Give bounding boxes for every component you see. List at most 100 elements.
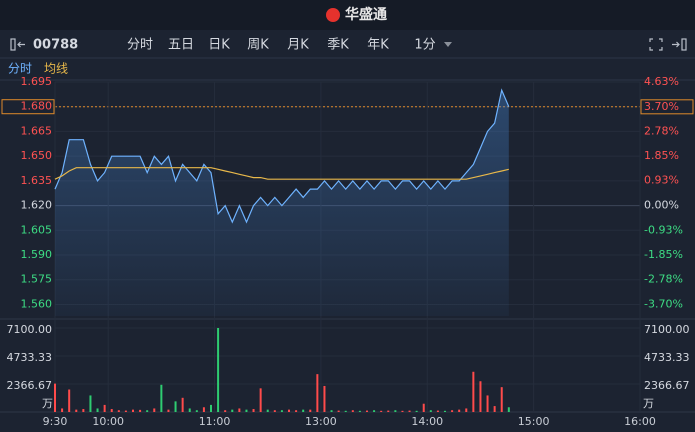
volume-bar xyxy=(75,409,78,412)
expand-icon[interactable] xyxy=(672,38,687,51)
volume-bar xyxy=(217,328,220,412)
tab[interactable]: 月K xyxy=(287,38,309,53)
x-tick-label: 10:00 xyxy=(92,415,124,428)
collapse-icon[interactable] xyxy=(10,38,25,51)
volume-bar xyxy=(302,409,305,412)
volume-bar xyxy=(387,410,390,412)
volume-bar xyxy=(245,409,248,412)
volume-bar xyxy=(344,410,347,412)
volume-bar xyxy=(252,409,255,412)
volume-bar xyxy=(61,408,64,412)
y2-tick-label: 2.78% xyxy=(644,124,679,137)
volume-bar xyxy=(472,371,475,412)
fullscreen-icon[interactable] xyxy=(649,38,663,51)
volume-bar xyxy=(82,409,85,412)
volume-tick-label: 4733.33 xyxy=(7,351,53,364)
volume-bar xyxy=(181,397,184,412)
volume-tick-label: 2366.67 xyxy=(644,379,690,392)
volume-bar xyxy=(210,404,212,412)
volume-bar xyxy=(124,410,127,412)
symbol: 00788 xyxy=(33,38,78,53)
volume-bar xyxy=(429,410,432,412)
volume-bar xyxy=(195,410,198,412)
volume-bar xyxy=(160,384,163,412)
volume-bar xyxy=(146,410,149,412)
y2-tick-label: 1.85% xyxy=(644,149,679,162)
price-highlight xyxy=(640,99,694,115)
volume-bar xyxy=(259,388,262,412)
volume-bar xyxy=(500,387,503,412)
volume-tick-label: 4733.33 xyxy=(644,351,690,364)
y2-tick-label: -3.70% xyxy=(644,297,683,310)
volume-bar xyxy=(373,410,376,412)
volume-bar xyxy=(132,409,134,412)
tab[interactable]: 日K xyxy=(208,38,230,53)
volume-bar xyxy=(316,374,319,412)
y2-tick-label: -1.85% xyxy=(644,248,683,261)
legend-entry[interactable]: 均线 xyxy=(44,62,68,76)
tab[interactable]: 周K xyxy=(247,38,269,53)
volume-bar xyxy=(153,408,156,412)
volume-bar xyxy=(174,401,177,412)
legend-entry[interactable]: 分时 xyxy=(8,62,32,76)
volume-bar xyxy=(458,409,461,412)
header-bar xyxy=(0,0,695,30)
y2-tick-label: -2.78% xyxy=(644,273,683,286)
volume-bar xyxy=(422,403,425,412)
y-tick-label: 1.590 xyxy=(21,248,53,261)
volume-bar xyxy=(280,410,283,412)
volume-bar xyxy=(68,389,71,412)
tab[interactable]: 分时 xyxy=(127,38,153,53)
volume-bar xyxy=(415,410,418,412)
volume-bar xyxy=(436,410,439,412)
volume-bar xyxy=(266,409,269,412)
tabs: 分时 五日 日K 周K 月K 季K 年K 1分 xyxy=(127,38,436,53)
volume-bar xyxy=(96,408,99,412)
volume-bar xyxy=(351,410,354,412)
tab[interactable]: 五日 xyxy=(168,38,194,53)
y-tick-label: 1.560 xyxy=(21,297,53,310)
x-tick-label: 14:00 xyxy=(411,415,443,428)
tab[interactable]: 年K xyxy=(367,38,389,53)
volume-bar xyxy=(401,410,404,412)
y-tick-label: 1.665 xyxy=(21,124,53,137)
volume-bar xyxy=(330,410,333,412)
volume-bar xyxy=(288,409,290,412)
x-tick-label: 13:00 xyxy=(305,415,337,428)
tab[interactable]: 季K xyxy=(327,38,349,53)
y2-tick-label: 0.00% xyxy=(644,199,679,212)
volume-bar xyxy=(358,410,361,412)
volume-tick-label: 7100.00 xyxy=(7,323,53,336)
y-tick-label: 1.635 xyxy=(21,174,53,187)
dropdown-arrow[interactable] xyxy=(444,42,452,47)
volume-bar xyxy=(103,404,106,412)
x-tick-label: 11:00 xyxy=(199,415,231,428)
volume-bar xyxy=(167,409,170,412)
average-line xyxy=(54,167,509,180)
x-tick-label: 15:00 xyxy=(518,415,550,428)
volume-unit: 万 xyxy=(42,397,53,410)
volume-bar xyxy=(188,408,191,412)
volume-bar xyxy=(323,385,326,412)
x-tick-label: 16:00 xyxy=(624,415,656,428)
volume-unit: 万 xyxy=(643,397,654,410)
y-tick-label: 1.575 xyxy=(21,273,53,286)
volume-bar xyxy=(273,410,276,412)
volume-bar xyxy=(408,410,411,412)
volume-bar xyxy=(54,383,56,412)
volume-bar xyxy=(507,407,510,412)
y-tick-label: 1.695 xyxy=(21,75,53,88)
y-tick-label: 1.650 xyxy=(21,149,53,162)
logo: 华盛通 xyxy=(345,6,387,23)
volume-bar xyxy=(444,410,446,412)
volume-bar xyxy=(110,409,113,412)
volume-bar xyxy=(231,409,234,412)
volume-bar xyxy=(380,410,383,412)
legend: 分时 均线 xyxy=(8,62,68,76)
tab[interactable]: 1分 xyxy=(414,38,435,53)
x-tick-label: 9:30 xyxy=(43,415,68,428)
volume-bar xyxy=(139,409,142,412)
volume-bar xyxy=(238,408,241,412)
y2-tick-label: 3.70% xyxy=(644,100,679,113)
